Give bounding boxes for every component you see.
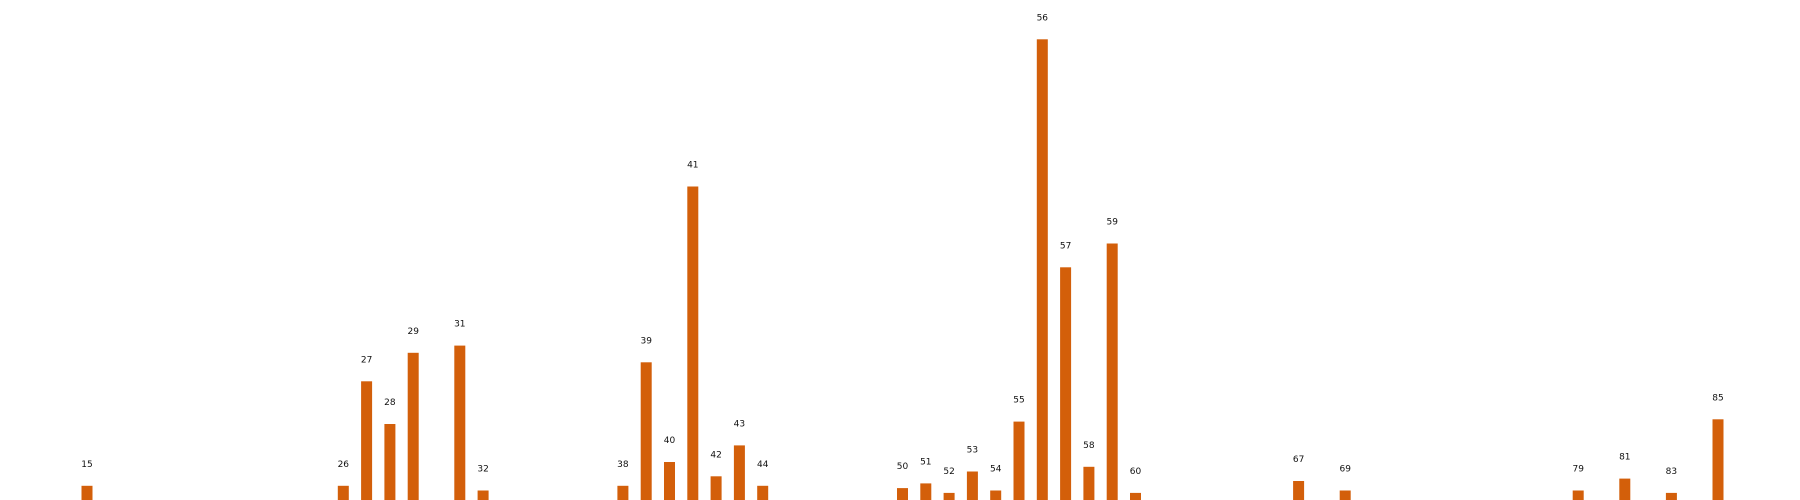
bar-40 <box>664 462 675 500</box>
bar-label-79: 79 <box>1572 465 1584 475</box>
bar-label-28: 28 <box>384 398 396 408</box>
bar-label-57: 57 <box>1060 241 1071 251</box>
bar-label-27: 27 <box>361 355 372 365</box>
bar-56 <box>1036 39 1048 500</box>
bar-label-69: 69 <box>1339 465 1351 475</box>
bar-83 <box>1665 492 1677 500</box>
bar-32 <box>477 490 489 500</box>
bar-label-56: 56 <box>1037 13 1049 23</box>
bar-label-39: 39 <box>640 336 652 346</box>
bar-15 <box>81 485 93 500</box>
bar-59 <box>1106 243 1118 500</box>
bar-label-58: 58 <box>1083 441 1095 451</box>
bar-53 <box>966 471 978 500</box>
bar-label-50: 50 <box>897 462 909 472</box>
bar-label-38: 38 <box>617 460 629 470</box>
bar-label-44: 44 <box>757 460 769 470</box>
bar-label-55: 55 <box>1013 396 1024 406</box>
bars-layer <box>81 39 1724 500</box>
bar-label-40: 40 <box>664 436 676 446</box>
bar-38 <box>617 485 629 500</box>
bar-label-85: 85 <box>1712 393 1723 403</box>
bar-label-67: 67 <box>1293 455 1304 465</box>
bar-28 <box>384 424 396 500</box>
bar-51 <box>920 483 932 500</box>
bar-label-59: 59 <box>1106 218 1118 228</box>
bar-69 <box>1339 490 1351 500</box>
bar-57 <box>1060 267 1072 500</box>
bar-label-32: 32 <box>477 465 488 475</box>
bar-label-41: 41 <box>687 161 698 171</box>
bar-label-26: 26 <box>338 460 350 470</box>
bar-43 <box>733 445 745 500</box>
bar-label-42: 42 <box>710 450 721 460</box>
bar-79 <box>1572 490 1584 500</box>
bar-label-31: 31 <box>454 320 465 330</box>
bar-81 <box>1619 478 1631 500</box>
bar-41 <box>687 186 699 500</box>
bar-label-43: 43 <box>734 419 745 429</box>
bar-67 <box>1293 481 1305 500</box>
bar-39 <box>640 362 652 500</box>
bar-60 <box>1130 492 1141 500</box>
bar-52 <box>943 492 955 500</box>
bar-label-15: 15 <box>81 460 92 470</box>
bar-85 <box>1712 419 1724 500</box>
bar-label-29: 29 <box>407 327 419 337</box>
bar-31 <box>454 345 466 500</box>
bar-label-52: 52 <box>943 467 954 477</box>
bar-54 <box>990 490 1002 500</box>
bar-label-81: 81 <box>1619 453 1630 463</box>
bar-label-60: 60 <box>1130 467 1142 477</box>
bar-50 <box>897 488 908 500</box>
bar-label-51: 51 <box>920 457 931 467</box>
bar-27 <box>361 381 373 500</box>
bar-label-54: 54 <box>990 465 1002 475</box>
bar-44 <box>757 485 769 500</box>
bar-55 <box>1013 421 1025 500</box>
bar-26 <box>337 485 349 500</box>
labels-layer: 15 26 27 28 29 31 32 38 39 40 41 42 43 44 50 51 52 53 54 55… <box>81 13 1723 477</box>
bar-label-83: 83 <box>1666 467 1677 477</box>
bar-label-53: 53 <box>967 446 978 456</box>
bar-29 <box>407 352 419 500</box>
bar-42 <box>710 476 722 500</box>
bar-58 <box>1083 466 1095 500</box>
